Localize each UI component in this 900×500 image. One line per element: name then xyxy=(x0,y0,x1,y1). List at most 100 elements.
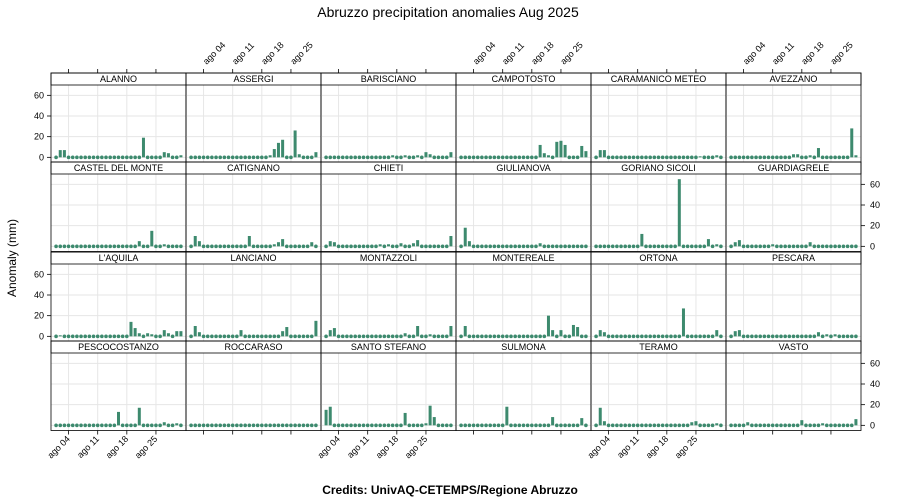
bar xyxy=(559,330,563,337)
zero-point xyxy=(779,155,783,160)
y-tick-label: 0 xyxy=(39,331,44,341)
zero-point xyxy=(829,155,833,160)
zero-point xyxy=(332,155,337,160)
zero-point xyxy=(239,155,243,160)
zero-point xyxy=(382,423,387,428)
panel-pescara: PESCARA xyxy=(725,251,862,342)
zero-point xyxy=(517,155,522,160)
zero-point xyxy=(66,155,71,160)
zero-point xyxy=(762,334,767,339)
panel-border xyxy=(50,161,187,252)
zero-point xyxy=(205,244,210,249)
zero-point xyxy=(741,334,746,339)
zero-point xyxy=(395,334,399,339)
zero-point xyxy=(665,244,669,249)
strip-label: CASTEL DEL MONTE xyxy=(74,163,163,173)
zero-point xyxy=(584,244,588,249)
zero-point xyxy=(521,155,526,160)
zero-point xyxy=(791,423,796,428)
zero-point xyxy=(440,155,445,160)
zero-point xyxy=(374,155,378,160)
zero-point xyxy=(365,334,370,339)
bar xyxy=(175,423,179,426)
zero-point xyxy=(226,423,231,428)
zero-point xyxy=(758,423,763,428)
zero-point xyxy=(70,334,75,339)
zero-point xyxy=(386,334,391,339)
zero-point xyxy=(754,334,758,339)
strip-label: ROCCARASO xyxy=(224,342,282,352)
zero-point xyxy=(243,244,247,249)
zero-point xyxy=(737,155,742,160)
zero-point xyxy=(750,334,754,339)
zero-point xyxy=(345,244,349,249)
zero-point xyxy=(824,423,829,428)
bar xyxy=(854,419,858,426)
zero-point xyxy=(719,155,723,160)
panel-border xyxy=(590,72,727,163)
zero-point xyxy=(54,423,58,428)
zero-point xyxy=(729,244,733,249)
y-tick-label: 20 xyxy=(870,221,880,231)
zero-point xyxy=(635,334,640,339)
x-tick-label-bottom: ago 11 xyxy=(615,434,641,460)
bar xyxy=(796,154,800,158)
zero-point xyxy=(440,423,445,428)
bar xyxy=(297,154,301,158)
zero-point xyxy=(660,155,665,160)
zero-point xyxy=(631,155,636,160)
zero-point xyxy=(779,423,783,428)
zero-point xyxy=(719,244,723,249)
zero-point xyxy=(428,244,432,249)
x-tick-label-top: ago 11 xyxy=(500,40,526,66)
zero-point xyxy=(340,423,345,428)
zero-point xyxy=(534,334,538,339)
y-tick-label: 0 xyxy=(39,152,44,162)
bar xyxy=(268,155,272,158)
bar xyxy=(62,150,66,158)
zero-point xyxy=(141,244,146,249)
zero-point xyxy=(627,334,632,339)
zero-point xyxy=(280,423,285,428)
x-tick-label-bottom: ago 25 xyxy=(133,434,160,461)
zero-point xyxy=(471,244,476,249)
zero-point xyxy=(517,423,522,428)
zero-point xyxy=(706,423,711,428)
zero-point xyxy=(193,155,198,160)
x-tick-label-bottom: ago 25 xyxy=(403,434,430,461)
zero-point xyxy=(513,334,517,339)
zero-point xyxy=(218,244,223,249)
zero-point xyxy=(62,423,67,428)
zero-point xyxy=(615,334,619,339)
zero-point xyxy=(698,244,702,249)
panel-roccaraso: ROCCARASO xyxy=(185,340,322,431)
zero-point xyxy=(251,155,256,160)
zero-point xyxy=(480,155,484,160)
zero-point xyxy=(467,334,472,339)
zero-point xyxy=(112,155,117,160)
zero-point xyxy=(336,244,341,249)
credits-footer: Credits: UnivAQ-CETEMPS/Regione Abruzzo xyxy=(322,483,578,497)
zero-point xyxy=(849,423,854,428)
x-tick-label-top: ago 25 xyxy=(558,40,585,67)
zero-point xyxy=(314,423,318,428)
zero-point xyxy=(787,155,792,160)
zero-point xyxy=(145,423,150,428)
zero-point xyxy=(610,423,615,428)
zero-point xyxy=(660,244,665,249)
strip-label: CARAMANICO METEO xyxy=(611,74,707,84)
bar xyxy=(424,152,428,158)
zero-point xyxy=(463,423,468,428)
zero-point xyxy=(336,155,341,160)
zero-point xyxy=(488,155,493,160)
bar xyxy=(411,243,415,247)
zero-point xyxy=(235,334,239,339)
zero-point xyxy=(525,334,530,339)
bar xyxy=(715,330,719,337)
zero-point xyxy=(733,155,738,160)
zero-point xyxy=(484,334,488,339)
panel-montazzoli: MONTAZZOLI xyxy=(320,251,457,342)
zero-point xyxy=(297,423,302,428)
bar xyxy=(150,230,154,247)
strip-label: GIULIANOVA xyxy=(496,163,550,173)
